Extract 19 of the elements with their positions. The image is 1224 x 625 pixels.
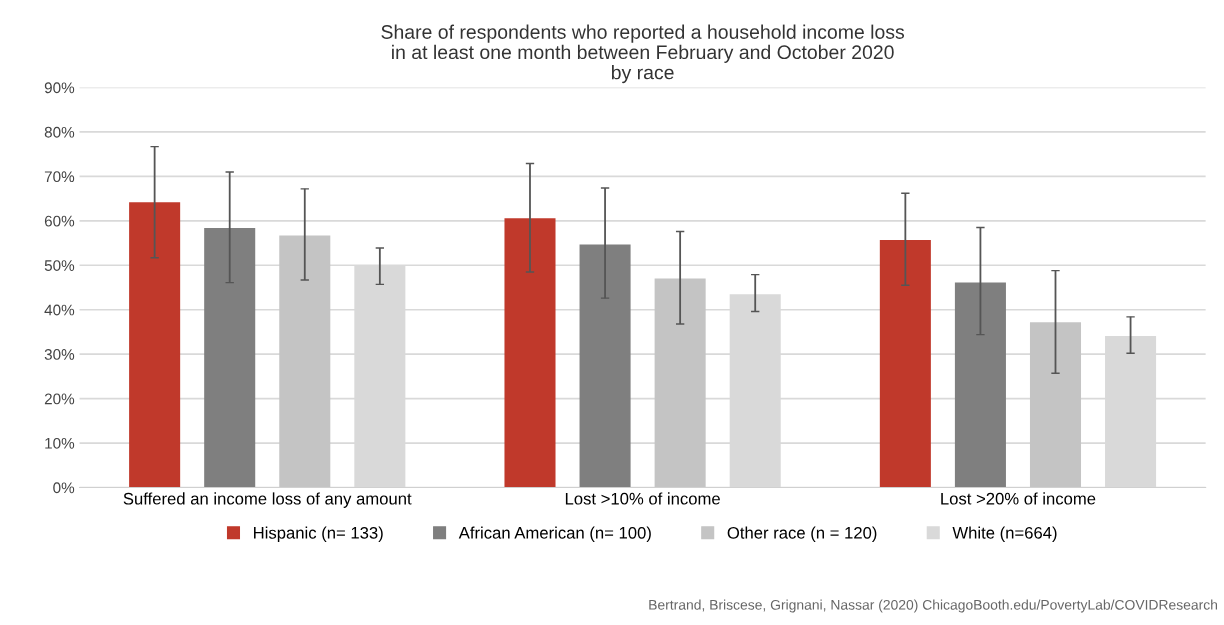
- text: Bertrand, Briscese, Grignani, Nassar (2020) ChicagoBooth.edu/PovertyLab/COVIDResearch: [649, 599, 1218, 613]
- y-tick-label: 30%: [44, 349, 75, 360]
- x-tick-label: Lost >10% of income: [565, 492, 720, 505]
- y-tick-label: 20%: [44, 393, 75, 405]
- y-tick-label: 40%: [44, 304, 75, 316]
- legend-label: Hispanic (n= 133): [254, 526, 383, 543]
- legend-label: African American (n= 100): [458, 526, 651, 543]
- y-tick-label: 10%: [45, 437, 75, 449]
- x-tick-label: Lost >20% of income: [941, 492, 1096, 505]
- chart-title: Share of respondents who reported a household income loss in at least one month between February and October 2020 by race: [381, 24, 905, 84]
- x-tick-label: Suffered an income loss of any amount: [123, 492, 412, 508]
- y-tick-label: 90%: [44, 82, 75, 94]
- y-tick-label: 60%: [44, 215, 75, 227]
- y-tick-label: 50%: [44, 260, 75, 271]
- legend-label: White (n=664): [952, 526, 1057, 543]
- y-tick-label: 70%: [44, 171, 75, 183]
- y-tick-label: 80%: [44, 126, 75, 138]
- legend-label: Other race (n = 120): [727, 526, 877, 543]
- y-tick-label: 0%: [53, 482, 75, 494]
